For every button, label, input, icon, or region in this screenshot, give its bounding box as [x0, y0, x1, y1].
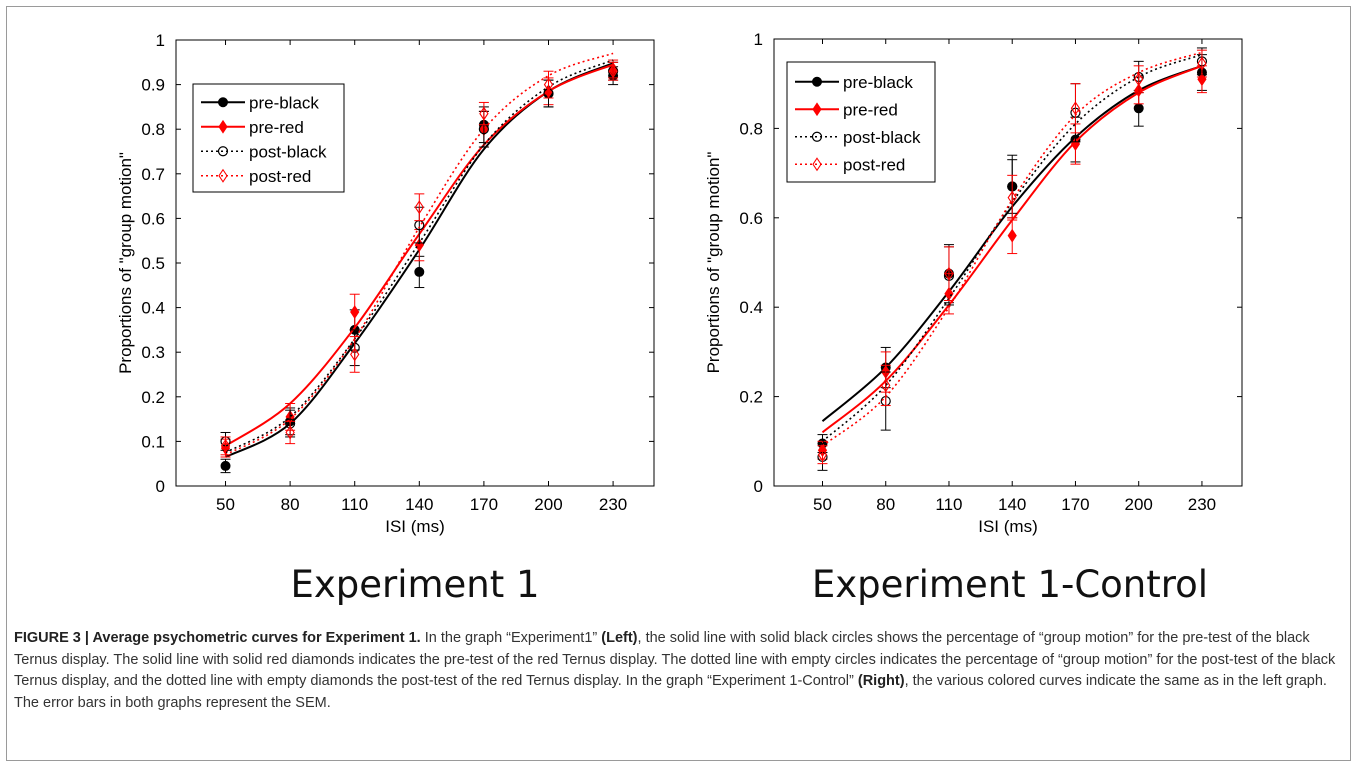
marker-diamond-open [543, 77, 554, 92]
y-axis-label: Proportions of "group motion" [704, 152, 723, 374]
caption-right-ref: (Right) [857, 673, 905, 689]
legend-label-post-red: post-red [843, 155, 905, 174]
series-post-red [220, 52, 619, 456]
y-tick-label: 0.4 [739, 298, 763, 317]
y-tick-label: 0.5 [141, 254, 165, 273]
marker-diamond [812, 102, 822, 117]
y-tick-label: 0.6 [141, 209, 165, 228]
marker-diamond-open [817, 447, 828, 462]
fit-curve-post-red [225, 52, 614, 456]
y-tick-label: 0.9 [141, 76, 165, 95]
y-tick-label: 1 [156, 31, 165, 50]
marker-diamond-open [479, 106, 489, 121]
y-tick-label: 0.3 [141, 343, 165, 362]
x-tick-label: 230 [1188, 495, 1216, 514]
figure-frame [6, 6, 1351, 761]
legend-label-post-black: post-black [843, 128, 921, 147]
legend-label-pre-red: pre-red [249, 118, 304, 137]
chart-experiment-1: 0 0.1 0.2 0.3 0.4 0.5 0.6 0.7 0.8 0.9 1 50 80 110 140 1… [116, 31, 655, 536]
y-tick-label: 0.1 [141, 432, 165, 451]
marker-diamond-open [350, 347, 360, 362]
x-tick-label: 200 [534, 495, 562, 514]
fit-curve-post-black [821, 53, 1203, 442]
marker-diamond [218, 119, 228, 134]
legend-label-pre-black: pre-black [249, 93, 319, 112]
y-tick-label: 0.8 [739, 119, 763, 138]
marker-diamond-open [218, 168, 228, 183]
x-tick-label: 80 [876, 495, 895, 514]
marker-diamond-open [1197, 56, 1207, 71]
y-tick-label: 1 [754, 30, 763, 49]
x-tick-label: 170 [1061, 495, 1089, 514]
caption-label: FIGURE 3 | Average psychometric curves f… [14, 630, 421, 646]
marker-diamond-open [881, 378, 891, 393]
x-axis-label: ISI (ms) [978, 517, 1038, 536]
marker-diamond-open [1134, 72, 1144, 87]
chart-title-right: Experiment 1-Control [811, 563, 1209, 606]
marker-diamond [350, 305, 360, 319]
marker-circle [812, 76, 822, 87]
marker-diamond-open [285, 425, 295, 440]
legend-label-pre-black: pre-black [843, 73, 913, 92]
figure-caption: FIGURE 3 | Average psychometric curves f… [14, 628, 1344, 714]
legend: pre-black pre-red post-black post-red [786, 61, 936, 183]
legend-label-post-red: post-red [249, 167, 311, 186]
y-tick-label: 0.4 [141, 299, 165, 318]
x-tick-label: 170 [470, 495, 498, 514]
y-axis-label: Proportions of "group motion" [116, 152, 135, 374]
marker-circle-open [217, 146, 229, 157]
x-tick-label: 140 [998, 495, 1026, 514]
x-axis-label: ISI (ms) [385, 517, 445, 536]
x-tick-label: 110 [341, 495, 368, 514]
x-tick-label: 80 [281, 495, 300, 514]
fit-curve-post-red [821, 51, 1203, 447]
caption-text-1: In the graph “Experiment1” [420, 630, 602, 646]
x-tick-label: 50 [813, 495, 832, 514]
marker-circle [218, 97, 228, 108]
y-tick-label: 0 [156, 477, 165, 496]
marker-circle [1133, 103, 1144, 114]
marker-circle [220, 460, 231, 471]
marker-diamond-open [608, 64, 618, 79]
marker-diamond-open [1070, 101, 1081, 116]
marker-diamond-open [812, 157, 822, 172]
chart-title-left: Experiment 1 [290, 563, 540, 606]
y-tick-label: 0.2 [141, 388, 165, 407]
axes-frame [773, 38, 1243, 487]
series-post-red [817, 49, 1207, 465]
x-tick-label: 50 [216, 495, 235, 514]
marker-diamond-open [1007, 190, 1017, 205]
marker-diamond-open [220, 438, 231, 453]
caption-text-3: , the various colored curves indicate th… [14, 673, 1327, 711]
y-tick-label: 0.8 [141, 120, 165, 139]
y-tick-label: 0.6 [739, 209, 763, 228]
marker-diamond-open [944, 266, 954, 281]
chart-experiment-1-control: 0 0.2 0.4 0.6 0.8 1 50 80 110 140 170 200 230 ISI (ms… [704, 30, 1243, 536]
marker-circle [414, 266, 425, 277]
y-tick-label: 0.2 [739, 388, 763, 407]
marker-diamond-open [414, 200, 424, 215]
y-tick-label: 0.7 [141, 165, 165, 184]
legend-label-pre-red: pre-red [843, 100, 898, 119]
marker-circle-open [811, 131, 823, 142]
marker-diamond [1007, 228, 1017, 243]
x-tick-label: 230 [599, 495, 627, 514]
x-tick-label: 200 [1125, 495, 1153, 514]
legend: pre-black pre-red post-black post-red [192, 83, 345, 193]
y-tick-label: 0 [754, 477, 763, 496]
x-tick-label: 110 [935, 495, 962, 514]
legend-label-post-black: post-black [249, 142, 327, 161]
caption-left-ref: (Left) [601, 630, 638, 646]
x-tick-label: 140 [405, 495, 433, 514]
caption-text-2: , the solid line with solid black circle… [14, 630, 1336, 689]
